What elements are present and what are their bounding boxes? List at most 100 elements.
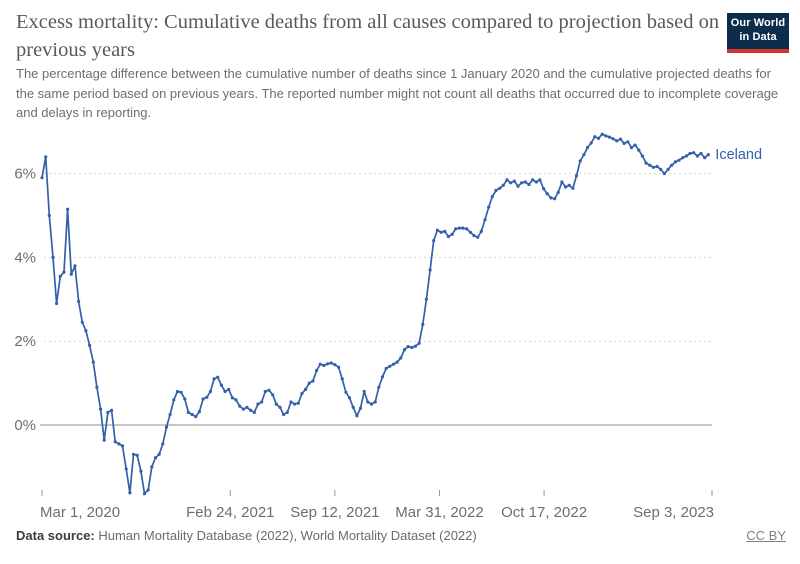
data-point (216, 375, 220, 379)
data-point (256, 402, 260, 406)
data-point (454, 227, 458, 231)
data-point (340, 377, 344, 381)
data-point (267, 388, 271, 392)
data-point (311, 379, 315, 383)
data-point (333, 363, 337, 367)
y-axis-label-2: 2% (14, 333, 36, 350)
owid-logo[interactable]: Our World in Data (727, 13, 789, 53)
y-axis-label-0: 0% (14, 417, 36, 434)
data-point (55, 301, 59, 306)
owid-logo-line1: Our World (730, 17, 786, 30)
data-point (593, 135, 597, 139)
data-point (66, 207, 70, 211)
data-point (271, 393, 275, 397)
data-point (62, 270, 66, 274)
data-point (461, 226, 465, 230)
data-point (567, 183, 571, 187)
data-point (146, 488, 150, 492)
data-point (351, 405, 355, 409)
x-axis-label-5: Sep 3, 2023 (633, 504, 714, 521)
data-point (47, 213, 51, 218)
data-point (285, 410, 289, 414)
data-point (80, 320, 84, 324)
data-point (326, 362, 330, 366)
data-point (380, 375, 385, 379)
data-point (194, 415, 198, 419)
data-point (589, 141, 593, 145)
data-point (344, 390, 348, 394)
data-point (99, 407, 103, 411)
data-point (695, 154, 700, 158)
data-point (131, 452, 136, 456)
data-point (318, 362, 322, 366)
data-point (531, 178, 535, 182)
data-point (564, 185, 568, 189)
data-point (150, 465, 154, 469)
data-point (278, 405, 282, 409)
data-point (501, 183, 505, 187)
data-point (77, 299, 81, 303)
license-link[interactable]: CC BY (746, 528, 786, 543)
data-point (585, 146, 590, 150)
data-point (527, 182, 531, 187)
data-point (655, 164, 659, 169)
data-point (538, 178, 542, 182)
data-point (424, 297, 428, 301)
data-point (304, 387, 308, 391)
data-point (168, 412, 172, 417)
data-point (611, 137, 615, 141)
data-point (164, 425, 169, 429)
data-point (629, 146, 634, 150)
data-point (457, 226, 461, 230)
data-point (622, 141, 626, 145)
data-point (172, 398, 176, 402)
data-point (677, 158, 681, 162)
data-point (190, 412, 194, 417)
data-point (69, 272, 73, 276)
x-axis-label-4: Oct 17, 2022 (501, 504, 587, 521)
data-point (201, 397, 205, 401)
data-point (439, 230, 443, 234)
data-point (135, 453, 139, 457)
data-point (556, 190, 560, 195)
series-end-label[interactable]: Iceland (715, 147, 762, 163)
data-point (91, 360, 95, 364)
data-point (571, 186, 575, 190)
data-point (366, 400, 370, 404)
data-point (523, 180, 527, 184)
data-point (600, 132, 604, 136)
data-point (58, 274, 62, 278)
data-point (516, 184, 520, 188)
y-axis-label-4: 4% (14, 249, 36, 266)
data-point (391, 362, 396, 366)
data-point (124, 467, 128, 471)
data-point (117, 442, 121, 446)
data-point (633, 143, 637, 147)
data-point (421, 322, 425, 326)
data-point (520, 181, 524, 185)
data-point (362, 389, 366, 394)
data-point (684, 154, 689, 158)
data-point (179, 390, 183, 394)
data-point (534, 180, 538, 184)
data-point (604, 134, 608, 138)
data-point (227, 387, 231, 391)
data-point (582, 153, 586, 157)
data-point (373, 400, 377, 404)
series-line-iceland[interactable] (41, 133, 710, 495)
data-point (487, 205, 491, 209)
data-source-text: Data source: Human Mortality Database (2… (16, 528, 477, 543)
data-point (263, 389, 267, 394)
data-point (153, 456, 158, 460)
data-point (417, 341, 421, 345)
data-point (347, 396, 352, 400)
data-point (186, 410, 190, 414)
data-point (468, 230, 472, 234)
data-point (395, 360, 399, 364)
data-point (681, 156, 685, 160)
data-point (512, 179, 516, 183)
data-point (128, 491, 132, 495)
data-point (44, 155, 48, 159)
